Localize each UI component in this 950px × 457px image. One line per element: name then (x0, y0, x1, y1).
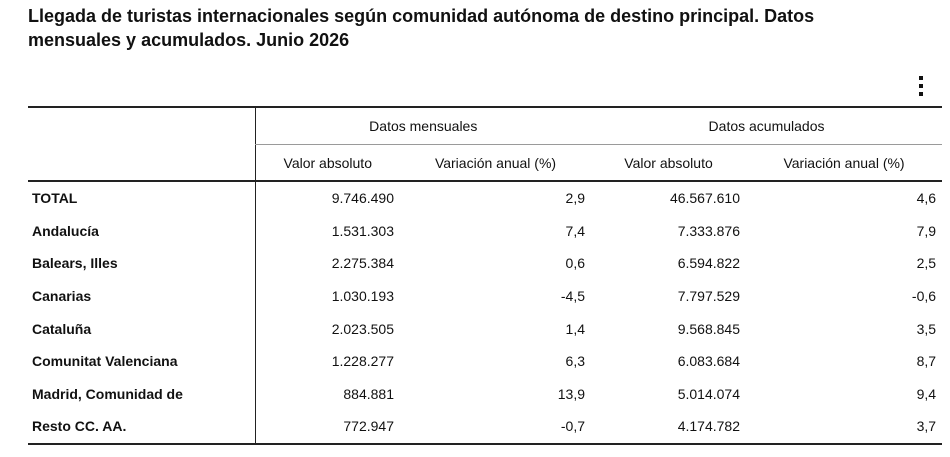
table-cell: 884.881 (254, 377, 400, 411)
table-row: Comunitat Valenciana 1.228.277 6,3 6.083.68… (28, 344, 942, 378)
column-header: Valor absoluto (254, 144, 400, 181)
row-label: Comunitat Valenciana (32, 353, 178, 370)
menu-dot (919, 76, 923, 80)
row-label: Balears, Illes (32, 255, 118, 272)
table-cell: 2.023.505 (254, 312, 400, 345)
table-cell: 9.746.490 (254, 181, 400, 215)
table-cell: 8,7 (916, 353, 937, 370)
column-header: Variación anual (%) (783, 154, 905, 171)
table-row: Resto CC. AA. 772.947 -0,7 4.174.782 3,7 (28, 410, 943, 444)
tourism-table: Datos mensuales Datos acumulados Valor a… (28, 106, 943, 445)
table-cell: 6,3 (565, 353, 586, 370)
table-cell: -4,5 (560, 288, 586, 305)
table-row: Canarias 1.030.193 -4,5 7.797.529 -0,6 (28, 279, 942, 313)
row-label: Madrid, Comunidad de (32, 385, 183, 402)
table-cell: 6.083.684 (677, 353, 741, 370)
page-title: Llegada de turistas internacionales segú… (28, 6, 815, 50)
table-row: Balears, Illes 2.275.384 0,6 6.594.822 2,5 (28, 247, 942, 280)
row-label: Resto CC. AA. (32, 418, 127, 435)
more-options-icon[interactable] (914, 76, 928, 96)
table-cell: 9,4 (916, 385, 937, 402)
corner-cell (28, 107, 255, 145)
row-label: Cataluña (32, 320, 92, 337)
table-cell: 1.030.193 (254, 279, 400, 313)
table-row: Madrid, Comunidad de 884.881 13,9 5.014.074… (28, 377, 942, 411)
table-cell: 1.228.277 (254, 344, 400, 378)
table-cell: 13,9 (557, 385, 586, 402)
table-cell: -0,6 (911, 288, 937, 305)
column-header: Valor absoluto (624, 154, 713, 171)
table-cell: 1.531.303 (254, 214, 400, 248)
sub-header-row: Valor absoluto Variación anual (%) Valor… (28, 144, 943, 182)
table-cell: 2.275.384 (254, 247, 400, 280)
table-cell: 7,9 (916, 222, 937, 239)
group-header-acumulados: Datos acumulados (591, 107, 943, 145)
table-cell: 6.594.822 (677, 255, 741, 272)
table-cell: 46.567.610 (669, 190, 741, 207)
group-header-mensuales: Datos mensuales (254, 107, 592, 145)
table-row: Andalucía 1.531.303 7,4 7.333.876 7,9 (28, 214, 942, 248)
menu-dot (919, 92, 923, 96)
table-cell: 0,6 (565, 255, 586, 272)
group-header-row: Datos mensuales Datos acumulados (28, 107, 943, 145)
table-cell: 2,5 (916, 255, 937, 272)
table-cell: 7.797.529 (677, 288, 741, 305)
table-cell: 772.947 (254, 410, 400, 444)
table-cell: 1,4 (565, 320, 586, 337)
table-cell: 7,4 (565, 222, 586, 239)
table-cell: 7.333.876 (677, 222, 741, 239)
row-label: Canarias (32, 288, 92, 305)
row-label: Andalucía (32, 222, 99, 239)
table-cell: 2,9 (565, 190, 586, 207)
table-cell: 3,7 (916, 418, 937, 435)
table-row: Cataluña 2.023.505 1,4 9.568.845 3,5 (28, 312, 942, 345)
table-cell: 4.174.782 (677, 418, 741, 435)
table-cell: 5.014.074 (677, 385, 741, 402)
column-header: Variación anual (%) (434, 154, 557, 171)
menu-dot (919, 84, 923, 88)
table-cell: 9.568.845 (677, 320, 741, 337)
table-row: TOTAL 9.746.490 2,9 46.567.610 4,6 (28, 181, 942, 215)
table-cell: 3,5 (916, 320, 937, 337)
corner-cell (28, 145, 255, 182)
row-label: TOTAL (32, 190, 78, 207)
table-cell: -0,7 (560, 418, 586, 435)
table-cell: 4,6 (916, 190, 937, 207)
